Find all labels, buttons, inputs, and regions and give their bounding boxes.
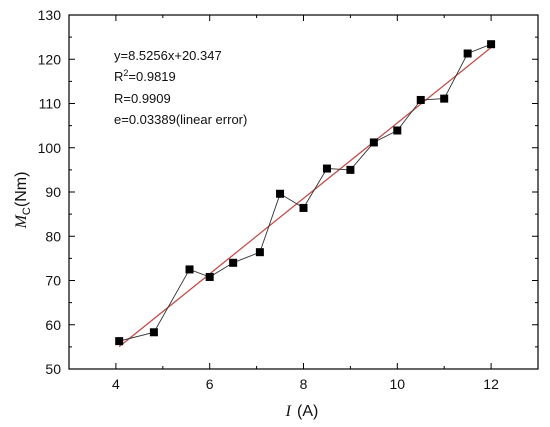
y-tick-label: 80 xyxy=(45,228,61,244)
y-tick-label: 100 xyxy=(38,140,62,156)
y-tick-label: 120 xyxy=(38,51,62,67)
data-series xyxy=(115,40,496,346)
data-point xyxy=(440,94,449,103)
data-point xyxy=(322,164,331,173)
data-point xyxy=(185,265,194,274)
x-tick-label: 4 xyxy=(112,376,120,392)
fit-line xyxy=(118,46,492,348)
data-point xyxy=(393,126,402,135)
y-tick-label: 60 xyxy=(45,317,61,333)
data-point xyxy=(299,203,308,212)
data-point xyxy=(369,138,378,147)
annotation-r: R=0.9909 xyxy=(114,91,171,106)
y-tick-label: 110 xyxy=(39,96,62,112)
annotation-linear-error: e=0.03389(linear error) xyxy=(114,112,247,127)
data-point xyxy=(276,189,285,198)
y-tick-label: 130 xyxy=(38,7,62,23)
x-tick-label: 10 xyxy=(390,376,406,392)
y-tick-label: 50 xyxy=(45,361,61,377)
data-point xyxy=(205,272,214,281)
x-tick-label: 6 xyxy=(206,376,214,392)
data-point xyxy=(255,248,264,257)
data-point xyxy=(346,165,355,174)
annotation-equation: y=8.5256x+20.347 xyxy=(114,48,222,63)
fit-line-group xyxy=(118,46,492,348)
data-point xyxy=(416,95,425,104)
series-line xyxy=(119,43,492,342)
data-point xyxy=(115,337,124,346)
annotation-r-squared: R2=0.9819 xyxy=(114,68,176,84)
x-tick-labels: 4 6 8 10 12 xyxy=(112,376,499,392)
x-axis-label: I (A) xyxy=(285,403,319,420)
data-point xyxy=(463,49,472,58)
data-point xyxy=(229,258,238,267)
data-point xyxy=(149,328,158,337)
x-tick-label: 12 xyxy=(483,376,499,392)
y-tick-label: 70 xyxy=(45,273,61,289)
x-tick-label: 8 xyxy=(300,376,308,392)
plot-frame xyxy=(68,14,539,370)
y-tick-label: 90 xyxy=(45,184,61,200)
data-point xyxy=(487,40,496,49)
y-tick-labels: 50 60 70 80 90 100 110 120 130 xyxy=(38,7,62,377)
y-axis-label: MC(Nm) xyxy=(13,172,33,230)
